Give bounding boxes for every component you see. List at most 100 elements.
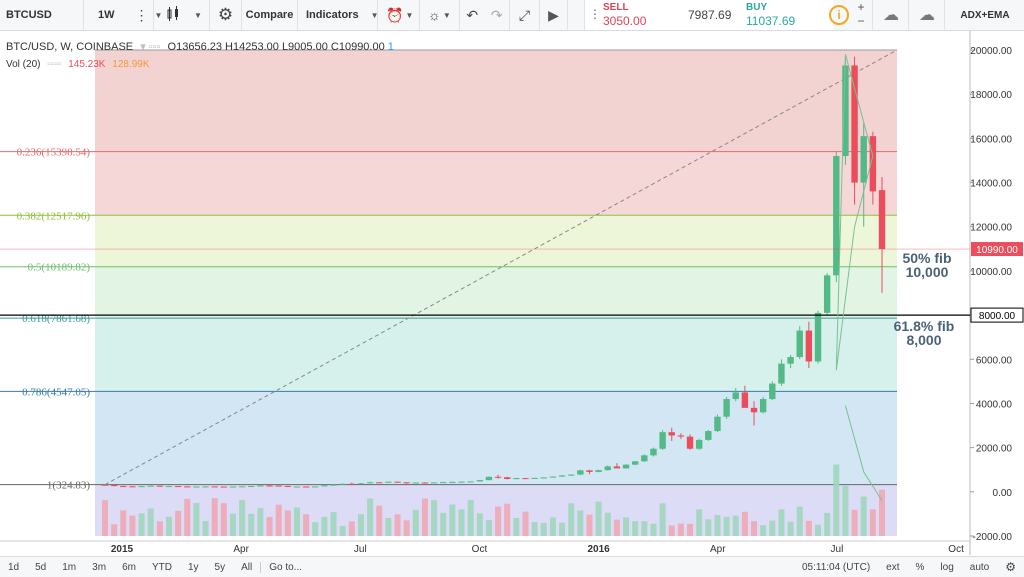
chevron-down-icon[interactable]: ▼ (405, 10, 414, 20)
candle-body (769, 383, 776, 400)
volume-bar (522, 511, 529, 536)
chevron-down-icon[interactable]: ▼ (154, 10, 163, 20)
price-badge-label: 8000.00 (979, 311, 1016, 322)
chevron-down-icon[interactable]: ▼ (370, 10, 379, 20)
candle-body (238, 486, 246, 488)
range-button-1m[interactable]: 1m (62, 561, 77, 573)
legend-settings-icons[interactable]: ▾ ▫▫▫ (140, 41, 161, 53)
play-button[interactable]: ▶ (540, 0, 568, 30)
sell-label[interactable]: SELL (603, 2, 629, 13)
redo-icon[interactable]: ↷ (490, 6, 503, 23)
chart-style-selector[interactable]: ▼ (154, 0, 210, 30)
range-button-5d[interactable]: 5d (35, 561, 47, 573)
bulb-icon: ☼ (428, 7, 441, 23)
range-button-1d[interactable]: 1d (8, 561, 20, 573)
candle-body (348, 483, 356, 485)
volume-settings-icons[interactable]: ▫▫▫▫ (47, 59, 62, 70)
more-vert-icon[interactable]: ⋮ (134, 6, 149, 23)
cloud-download-icon: ☁ (883, 7, 899, 24)
fib-label-0.236: 0.236(15398.54) (17, 147, 91, 159)
auto-toggle[interactable]: auto (969, 561, 990, 573)
volume-bar (851, 509, 858, 536)
candle-body (129, 486, 136, 488)
info-icon[interactable]: i (829, 5, 849, 25)
interval-selector[interactable]: 1W ⋮ ▼ (84, 0, 162, 30)
range-buttons: 1d 5d 1m 3m 6m YTD 1y 5y All (0, 562, 260, 573)
fib50-title: 50% fib (902, 250, 952, 266)
gear-icon[interactable]: ⚙ (1005, 560, 1016, 574)
buy-price[interactable]: 11037.69 (746, 14, 796, 28)
gear-icon: ⚙ (217, 5, 234, 24)
drawing-count[interactable]: 1 (387, 41, 394, 53)
settings-button[interactable]: ⚙ (210, 0, 242, 30)
alarm-clock-icon: ⏰ (386, 6, 404, 23)
candle-body (467, 481, 474, 483)
fib618-title: 61.8% fib (893, 318, 955, 334)
fib-label-1: 1(324.83) (47, 480, 90, 492)
cloud-load-button[interactable]: ☁ (872, 0, 909, 30)
volume-bar (467, 499, 474, 536)
close-value: C10990.00 (330, 41, 385, 53)
goto-button[interactable]: Go to... (260, 561, 310, 573)
time-tick-label: Jul (831, 544, 844, 555)
alert-button[interactable]: ⏰ ▼ (378, 0, 420, 30)
replay-button[interactable]: ☼ ▼ (420, 0, 460, 30)
price-chart[interactable]: 0.236(15398.54) 0.382(12517.96) 0.5(10189.… (0, 31, 1024, 555)
log-toggle[interactable]: log (940, 561, 954, 573)
volume-bar (760, 525, 767, 536)
cloud-save-button[interactable]: ☁ (908, 0, 945, 30)
fib-band-0.618 (95, 318, 897, 392)
candle-body (759, 399, 767, 413)
candle-body (330, 484, 337, 486)
volume-bar (513, 518, 520, 536)
volume-bar (394, 514, 401, 536)
chevron-down-icon[interactable]: ▼ (194, 10, 202, 20)
candle-body (622, 464, 630, 469)
candle-body (485, 476, 493, 481)
percent-toggle[interactable]: % (915, 561, 925, 573)
spread-value: 7987.69 (688, 8, 732, 22)
more-vert-icon[interactable]: ⋮ (589, 7, 601, 21)
candle-body (421, 482, 429, 484)
volume-bar (376, 505, 383, 536)
sell-price[interactable]: 3050.00 (603, 14, 647, 28)
price-badge-label: 10990.00 (976, 245, 1018, 256)
layout-button[interactable]: ADX+EMA (944, 0, 1024, 30)
candle-body (586, 470, 593, 472)
undo-icon[interactable]: ↶ (466, 6, 479, 23)
candle-body (778, 363, 785, 384)
buy-label[interactable]: BUY (746, 2, 768, 13)
volume-bar (879, 489, 885, 536)
candle-body (732, 392, 739, 400)
volume-bar (476, 513, 483, 536)
range-button-ytd[interactable]: YTD (151, 561, 172, 573)
time-tick-label: 2015 (111, 544, 134, 555)
volume-bar (193, 503, 200, 536)
range-button-3m[interactable]: 3m (92, 561, 107, 573)
volume-title: Vol (20) (6, 59, 41, 70)
time-tick-label: Oct (472, 544, 488, 555)
candle-body (531, 477, 538, 479)
volume-bar (696, 509, 703, 536)
chevron-down-icon[interactable]: ▼ (442, 10, 451, 20)
ext-toggle[interactable]: ext (886, 561, 900, 573)
range-button-5y[interactable]: 5y (214, 561, 226, 573)
candle-body (476, 480, 483, 482)
candle-body (440, 482, 447, 484)
volume-bar (147, 508, 154, 536)
fib50-annotation[interactable]: 50% fib 10,000 (890, 251, 964, 279)
indicators-button[interactable]: Indicators ▼ (298, 0, 379, 30)
range-button-all[interactable]: All (241, 561, 253, 573)
volume-bar (184, 498, 191, 536)
fib618-annotation[interactable]: 61.8% fib 8,000 (882, 319, 966, 347)
zoom-controls[interactable]: + − (857, 0, 865, 28)
fullscreen-button[interactable]: ⤢ (510, 0, 540, 30)
compare-button[interactable]: Compare (242, 0, 298, 30)
price-tick-label: 16000.00 (970, 134, 1012, 145)
range-button-6m[interactable]: 6m (122, 561, 136, 573)
symbol-search[interactable]: BTCUSD (0, 0, 84, 30)
candle-body (266, 485, 273, 487)
volume-bar (449, 504, 456, 536)
price-tick-label: 4000.00 (976, 399, 1013, 410)
range-button-1y[interactable]: 1y (187, 561, 199, 573)
